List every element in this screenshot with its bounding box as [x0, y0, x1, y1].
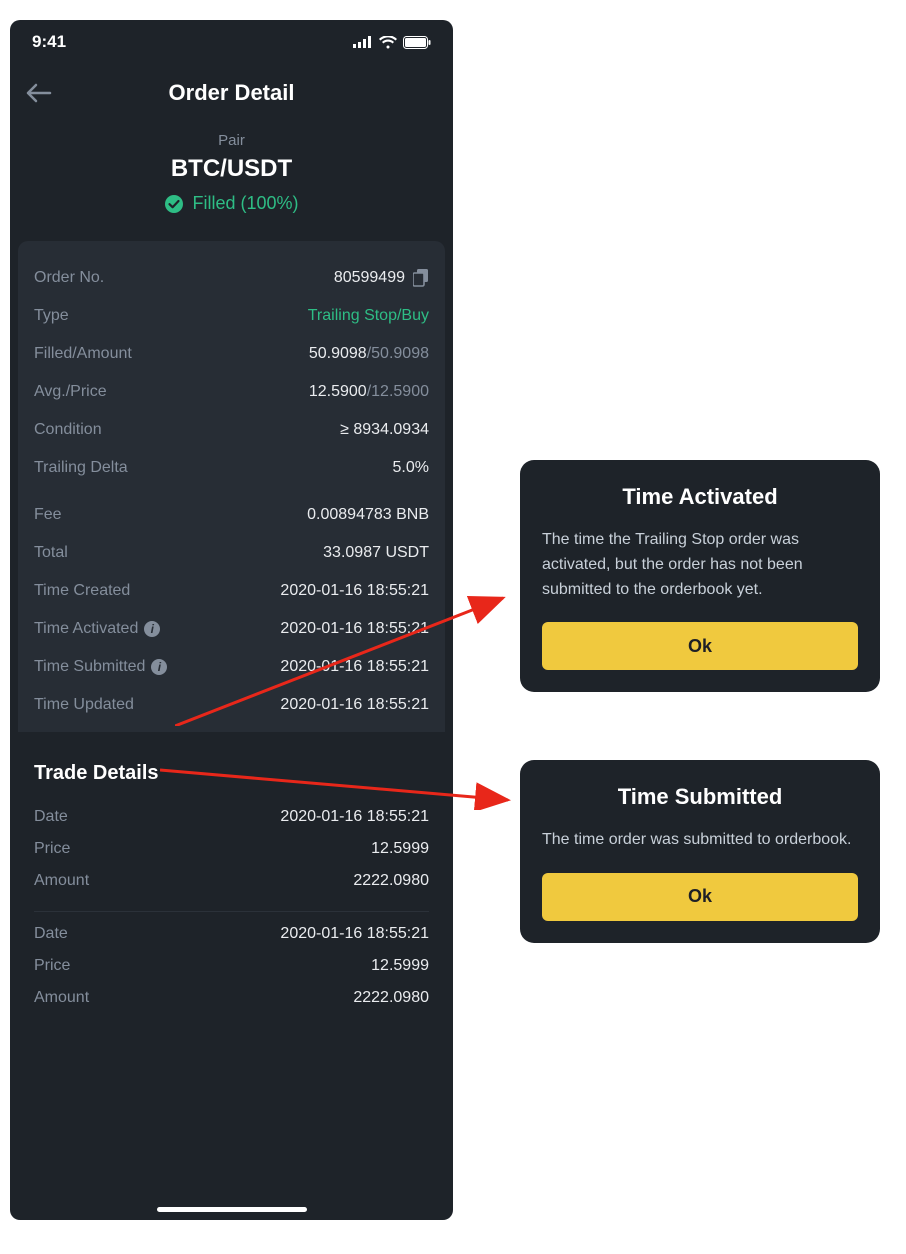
trade-row: Date 2020-01-16 18:55:21: [34, 801, 429, 833]
screen-header: Order Detail: [10, 64, 453, 122]
trade-value-date: 2020-01-16 18:55:21: [280, 808, 429, 826]
divider: [34, 487, 429, 496]
info-icon[interactable]: i: [151, 659, 167, 675]
signal-icon: [353, 36, 373, 48]
row-filled-amount: Filled/Amount 50.9098/50.9098: [34, 335, 429, 373]
row-time-updated: Time Updated 2020-01-16 18:55:21: [34, 686, 429, 724]
arrow-left-icon: [26, 83, 52, 103]
label-time-updated: Time Updated: [34, 696, 134, 714]
value-time-submitted: 2020-01-16 18:55:21: [280, 658, 429, 676]
trade-row: Price 12.5999: [34, 950, 429, 982]
trade-label-date: Date: [34, 925, 68, 943]
copy-icon[interactable]: [413, 269, 429, 287]
trade-label-price: Price: [34, 840, 70, 858]
ok-button[interactable]: Ok: [542, 873, 858, 921]
row-avg-price: Avg./Price 12.5900/12.5900: [34, 373, 429, 411]
clock: 9:41: [32, 32, 66, 52]
value-filled: 50.9098: [309, 345, 367, 362]
trade-value-date: 2020-01-16 18:55:21: [280, 925, 429, 943]
trade-row: Price 12.5999: [34, 833, 429, 865]
trade-value-price: 12.5999: [371, 840, 429, 858]
fill-status: Filled (100%): [164, 193, 298, 214]
info-icon[interactable]: i: [144, 621, 160, 637]
label-filled-amount: Filled/Amount: [34, 345, 132, 363]
row-trailing-delta: Trailing Delta 5.0%: [34, 449, 429, 487]
popup-title: Time Submitted: [542, 784, 858, 810]
value-fee: 0.00894783 BNB: [307, 506, 429, 524]
row-type: Type Trailing Stop/Buy: [34, 297, 429, 335]
label-time-activated: Time Activated: [34, 620, 138, 638]
order-summary: Pair BTC/USDT Filled (100%): [10, 122, 453, 241]
popup-time-activated: Time Activated The time the Trailing Sto…: [520, 460, 880, 692]
ok-button[interactable]: Ok: [542, 622, 858, 670]
trade-label-amount: Amount: [34, 872, 89, 890]
trade-details-title: Trade Details: [34, 762, 429, 785]
page-title: Order Detail: [169, 80, 295, 106]
order-details-card: Order No. 80599499 Type Trailing Stop/Bu…: [18, 241, 445, 732]
trade-value-amount: 2222.0980: [353, 872, 429, 890]
label-total: Total: [34, 544, 68, 562]
value-avg: 12.5900: [309, 383, 367, 400]
label-avg-price: Avg./Price: [34, 383, 107, 401]
value-time-updated: 2020-01-16 18:55:21: [280, 696, 429, 714]
value-order-no: 80599499: [334, 269, 405, 287]
trade-label-amount: Amount: [34, 989, 89, 1007]
value-time-created: 2020-01-16 18:55:21: [280, 582, 429, 600]
value-total: 33.0987 USDT: [323, 544, 429, 562]
row-time-activated: Time Activated i 2020-01-16 18:55:21: [34, 610, 429, 648]
trade-group: Date 2020-01-16 18:55:21 Price 12.5999 A…: [34, 795, 429, 912]
pair-value: BTC/USDT: [10, 155, 453, 183]
label-order-no: Order No.: [34, 269, 104, 287]
popup-title: Time Activated: [542, 484, 858, 510]
row-total: Total 33.0987 USDT: [34, 534, 429, 572]
trade-label-price: Price: [34, 957, 70, 975]
trade-row: Amount 2222.0980: [34, 982, 429, 1014]
status-icons: [353, 36, 431, 49]
check-circle-icon: [164, 194, 184, 214]
pair-label: Pair: [10, 132, 453, 149]
value-type: Trailing Stop/Buy: [308, 307, 429, 325]
label-type: Type: [34, 307, 69, 325]
trade-details-section: Trade Details Date 2020-01-16 18:55:21 P…: [18, 746, 445, 1036]
value-time-activated: 2020-01-16 18:55:21: [280, 620, 429, 638]
popup-body: The time order was submitted to orderboo…: [542, 828, 858, 853]
row-time-submitted: Time Submitted i 2020-01-16 18:55:21: [34, 648, 429, 686]
label-time-created: Time Created: [34, 582, 130, 600]
status-bar: 9:41: [10, 20, 453, 64]
trade-row: Amount 2222.0980: [34, 865, 429, 897]
label-condition: Condition: [34, 421, 102, 439]
battery-icon: [403, 36, 431, 49]
popup-time-submitted: Time Submitted The time order was submit…: [520, 760, 880, 943]
value-amount: 50.9098: [371, 345, 429, 362]
label-trailing-delta: Trailing Delta: [34, 459, 128, 477]
back-button[interactable]: [24, 78, 54, 108]
wifi-icon: [379, 36, 397, 49]
trade-row: Date 2020-01-16 18:55:21: [34, 918, 429, 950]
label-fee: Fee: [34, 506, 62, 524]
row-fee: Fee 0.00894783 BNB: [34, 496, 429, 534]
popup-body: The time the Trailing Stop order was act…: [542, 528, 858, 602]
row-condition: Condition ≥ 8934.0934: [34, 411, 429, 449]
trade-group: Date 2020-01-16 18:55:21 Price 12.5999 A…: [34, 912, 429, 1028]
trade-value-price: 12.5999: [371, 957, 429, 975]
value-trailing-delta: 5.0%: [393, 459, 429, 477]
label-time-submitted: Time Submitted: [34, 658, 145, 676]
row-time-created: Time Created 2020-01-16 18:55:21: [34, 572, 429, 610]
phone-screen: 9:41 Order Detail Pair BTC/USDT Filled (…: [10, 20, 453, 1220]
row-order-no: Order No. 80599499: [34, 259, 429, 297]
home-indicator[interactable]: [157, 1207, 307, 1212]
value-price: 12.5900: [371, 383, 429, 400]
value-condition: ≥ 8934.0934: [340, 421, 429, 439]
trade-value-amount: 2222.0980: [353, 989, 429, 1007]
fill-status-text: Filled (100%): [192, 193, 298, 214]
trade-label-date: Date: [34, 808, 68, 826]
